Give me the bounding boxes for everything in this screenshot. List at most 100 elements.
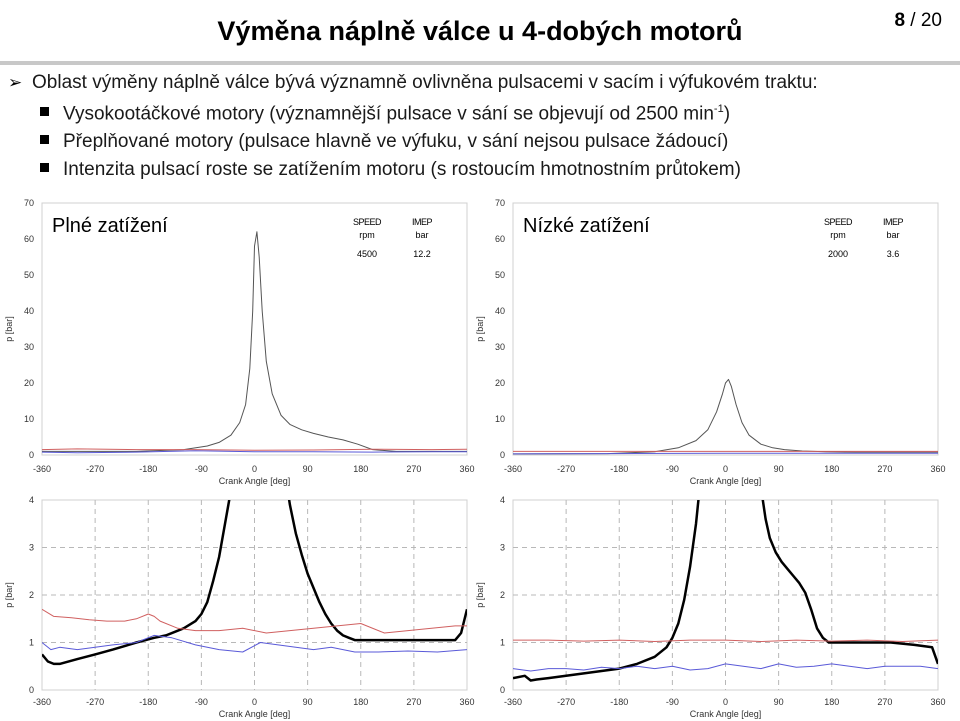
y-tick-label: 2 xyxy=(29,590,34,600)
square-bullet-icon xyxy=(40,135,49,144)
square-bullet-icon xyxy=(40,163,49,172)
x-tick-label: 360 xyxy=(930,697,945,707)
y-tick-label: 40 xyxy=(495,306,505,316)
y-axis-label: p [bar] xyxy=(475,582,485,608)
x-tick-label: -180 xyxy=(610,697,628,707)
sub-bullet-1-superscript: -1 xyxy=(713,103,724,115)
x-tick-label: 360 xyxy=(459,697,474,707)
x-tick-label: 0 xyxy=(252,697,257,707)
x-tick-label: 180 xyxy=(824,697,839,707)
y-axis-label: p [bar] xyxy=(475,316,485,342)
y-tick-label: 40 xyxy=(24,306,34,316)
page-separator: / xyxy=(905,10,921,31)
x-tick-label: 90 xyxy=(303,464,313,474)
x-tick-label: 270 xyxy=(877,464,892,474)
series-line-intake xyxy=(42,634,467,653)
series-line-cylinder xyxy=(42,231,467,452)
series-line-intake xyxy=(513,452,938,455)
sub-bullet-3-text: Intenzita pulsací roste se zatížením mot… xyxy=(63,159,741,180)
speed-header: SPEED xyxy=(824,217,853,227)
square-bullet-icon xyxy=(40,107,49,117)
y-tick-label: 60 xyxy=(495,234,505,244)
page-indicator: 8 / 20 xyxy=(894,10,942,32)
x-tick-label: 360 xyxy=(459,464,474,474)
x-tick-label: 90 xyxy=(774,464,784,474)
x-axis-label: Crank Angle [deg] xyxy=(690,476,762,486)
x-tick-label: -270 xyxy=(86,697,104,707)
plot-frame xyxy=(512,202,939,456)
y-tick-label: 10 xyxy=(24,414,34,424)
x-tick-label: -180 xyxy=(139,464,157,474)
y-tick-label: 1 xyxy=(500,638,505,648)
x-tick-label: 0 xyxy=(252,464,257,474)
sub-bullet-2: Přeplňované motory (pulsace hlavně ve vý… xyxy=(40,131,728,153)
page-total: 20 xyxy=(920,10,942,31)
x-tick-label: 90 xyxy=(774,697,784,707)
imep-value: 3.6 xyxy=(887,249,900,259)
plot-frame xyxy=(512,499,939,691)
x-tick-label: -360 xyxy=(33,697,51,707)
y-tick-label: 20 xyxy=(24,378,34,388)
chart-panel-3: 0 1 2 3 4 -360 -270 -180 -90 0 90 180 270 360 Crank An… xyxy=(4,495,475,719)
y-axis-label: p [bar] xyxy=(4,582,14,608)
x-tick-label: -360 xyxy=(33,464,51,474)
y-axis-label: p [bar] xyxy=(4,316,14,342)
sub-bullet-3: Intenzita pulsací roste se zatížením mot… xyxy=(40,159,741,181)
y-tick-label: 0 xyxy=(500,450,505,460)
y-tick-label: 20 xyxy=(495,378,505,388)
x-tick-label: -180 xyxy=(139,697,157,707)
y-tick-label: 0 xyxy=(29,685,34,695)
x-axis-label: Crank Angle [deg] xyxy=(219,709,291,719)
x-tick-label: 360 xyxy=(930,464,945,474)
chart-panel-2: 0 10 20 30 40 50 60 70 -360 -270 -180 -90 0 90 180 270 3… xyxy=(475,198,946,486)
chart-title: Plné zatížení xyxy=(52,215,168,237)
y-tick-label: 30 xyxy=(495,342,505,352)
y-tick-label: 2 xyxy=(500,590,505,600)
y-tick-label: 10 xyxy=(495,414,505,424)
x-tick-label: -90 xyxy=(195,464,208,474)
x-tick-label: -90 xyxy=(666,697,679,707)
sub-bullet-1-close: ) xyxy=(723,103,731,125)
plot-frame xyxy=(41,202,468,456)
slide-title-text: Výměna náplně válce u 4-dobých motorů xyxy=(217,16,743,46)
sub-bullet-2-text: Přeplňované motory (pulsace hlavně ve vý… xyxy=(63,131,729,152)
x-tick-label: 270 xyxy=(877,697,892,707)
y-tick-label: 30 xyxy=(24,342,34,352)
series-line-exhaust xyxy=(42,608,467,634)
series-line-intake xyxy=(42,450,467,454)
title-divider xyxy=(0,61,960,65)
x-axis-label: Crank Angle [deg] xyxy=(219,476,291,486)
speed-header: SPEED xyxy=(353,217,382,227)
chart-title: Nízké zatížení xyxy=(523,215,650,237)
series-line-exhaust xyxy=(42,448,467,451)
series-line-intake xyxy=(513,663,938,672)
y-tick-label: 4 xyxy=(500,495,505,505)
x-tick-label: -360 xyxy=(504,464,522,474)
x-tick-label: 180 xyxy=(353,697,368,707)
x-tick-label: 180 xyxy=(824,464,839,474)
x-tick-label: -90 xyxy=(195,697,208,707)
x-tick-label: -270 xyxy=(557,464,575,474)
series-line-cylinder xyxy=(513,500,700,682)
y-tick-label: 70 xyxy=(24,198,34,208)
x-tick-label: -90 xyxy=(666,464,679,474)
x-tick-label: 90 xyxy=(303,697,313,707)
speed-value: 2000 xyxy=(828,249,848,259)
series-line-cylinder xyxy=(42,500,231,666)
imep-header: IMEP xyxy=(883,217,904,227)
x-tick-label: 0 xyxy=(723,697,728,707)
bullet-main-text: Oblast výměny náplně válce bývá významně… xyxy=(32,72,818,93)
y-tick-label: 60 xyxy=(24,234,34,244)
slide-title: Výměna náplně válce u 4-dobých motorů xyxy=(0,16,960,47)
plot-frame xyxy=(41,499,468,691)
y-tick-label: 3 xyxy=(29,543,34,553)
imep-unit: bar xyxy=(415,230,428,240)
x-tick-label: -360 xyxy=(504,697,522,707)
x-axis-label: Crank Angle [deg] xyxy=(690,709,762,719)
speed-value: 4500 xyxy=(357,249,377,259)
series-line-cylinder xyxy=(513,378,938,455)
speed-unit: rpm xyxy=(359,230,375,240)
sub-bullet-1: Vysokootáčkové motory (významnější pulsa… xyxy=(40,103,730,125)
bullet-main: ➢ Oblast výměny náplně válce bývá významn… xyxy=(8,72,818,94)
page-current: 8 xyxy=(894,10,906,31)
